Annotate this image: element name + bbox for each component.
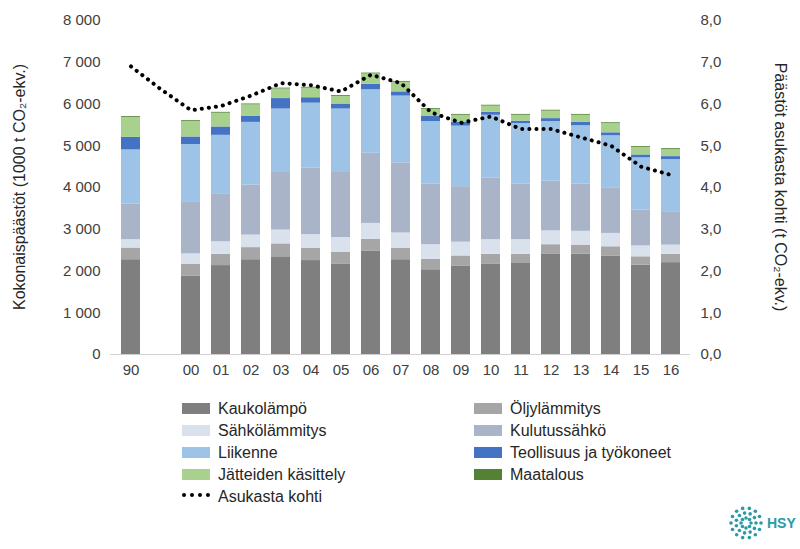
html-text:Sähkölämmitys: Sähkölämmitys [218, 421, 327, 439]
svg-text:8,0: 8,0 [701, 11, 722, 28]
svg-text:7 000: 7 000 [63, 53, 101, 70]
html-text:Teollisuus ja työkoneet: Teollisuus ja työkoneet [510, 443, 671, 461]
svg-text:14: 14 [603, 361, 620, 378]
svg-text:3 000: 3 000 [63, 220, 101, 237]
svg-text:08: 08 [423, 361, 440, 378]
svg-text:2 000: 2 000 [63, 262, 101, 279]
svg-text:5 000: 5 000 [63, 137, 101, 154]
html-text:Maatalous: Maatalous [510, 465, 584, 483]
svg-text:01: 01 [213, 361, 230, 378]
svg-text:05: 05 [333, 361, 350, 378]
svg-text:12: 12 [543, 361, 560, 378]
svg-text:8 000: 8 000 [63, 11, 101, 28]
svg-text:2,0: 2,0 [701, 262, 722, 279]
svg-text:07: 07 [393, 361, 410, 378]
svg-text:7,0: 7,0 [701, 53, 722, 70]
svg-text:4,0: 4,0 [701, 178, 722, 195]
svg-text:04: 04 [303, 361, 320, 378]
svg-text:16: 16 [663, 361, 680, 378]
svg-text:1 000: 1 000 [63, 304, 101, 321]
html-text:Kulutussähkö: Kulutussähkö [510, 421, 607, 439]
svg-text:06: 06 [363, 361, 380, 378]
svg-text:00: 00 [183, 361, 200, 378]
svg-text:13: 13 [573, 361, 590, 378]
svg-text:6 000: 6 000 [63, 95, 101, 112]
svg-text:4 000: 4 000 [63, 178, 101, 195]
html-text:Jätteiden käsittely: Jätteiden käsittely [218, 465, 346, 483]
html-text:Asukasta kohti: Asukasta kohti [218, 487, 323, 505]
html-text:Liikenne: Liikenne [218, 443, 278, 461]
html-text:HSY: HSY [767, 515, 796, 531]
svg-text:5,0: 5,0 [701, 137, 722, 154]
svg-text:11: 11 [513, 361, 529, 378]
svg-text:15: 15 [633, 361, 650, 378]
svg-text:90: 90 [123, 361, 140, 378]
svg-text:1,0: 1,0 [701, 304, 722, 321]
svg-text:09: 09 [453, 361, 470, 378]
html-text:Kokonaispäästöt (1000 t CO₂-ek: Kokonaispäästöt (1000 t CO₂-ekv.) [11, 64, 28, 310]
svg-text:0: 0 [92, 345, 100, 362]
html-text:Päästöt asukasta kohti (t CO₂-: Päästöt asukasta kohti (t CO₂-ekv.) [772, 62, 789, 312]
html-text:Kaukolämpö: Kaukolämpö [218, 399, 307, 417]
svg-text:0,0: 0,0 [701, 345, 722, 362]
svg-text:02: 02 [243, 361, 260, 378]
svg-text:6,0: 6,0 [701, 95, 722, 112]
svg-text:10: 10 [483, 361, 500, 378]
svg-text:03: 03 [273, 361, 290, 378]
html-text:Öljylämmitys: Öljylämmitys [510, 399, 601, 417]
svg-text:3,0: 3,0 [701, 220, 722, 237]
